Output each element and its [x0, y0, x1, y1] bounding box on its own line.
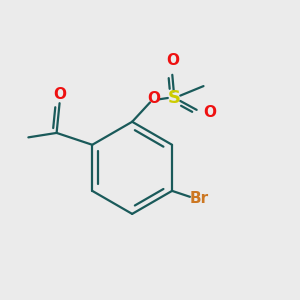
Text: O: O	[166, 53, 179, 68]
Text: Br: Br	[190, 191, 209, 206]
Text: O: O	[147, 91, 161, 106]
Text: O: O	[203, 105, 216, 120]
Text: O: O	[53, 87, 66, 102]
Text: S: S	[167, 89, 180, 107]
